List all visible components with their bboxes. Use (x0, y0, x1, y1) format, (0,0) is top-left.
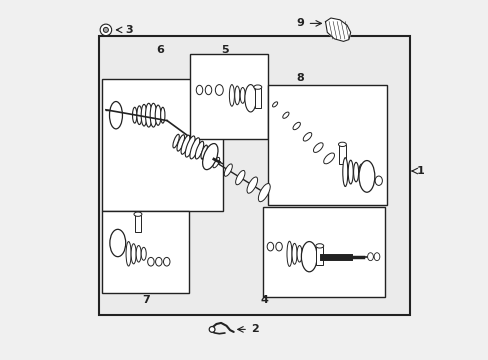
Ellipse shape (126, 242, 131, 266)
Ellipse shape (109, 102, 122, 129)
Ellipse shape (234, 86, 239, 105)
Ellipse shape (141, 247, 146, 260)
Ellipse shape (313, 143, 323, 152)
Ellipse shape (258, 184, 270, 202)
Ellipse shape (244, 85, 256, 112)
Text: 7: 7 (142, 294, 150, 305)
Ellipse shape (201, 151, 206, 159)
Bar (254, 88, 261, 108)
Ellipse shape (155, 257, 162, 266)
Ellipse shape (185, 136, 195, 157)
Ellipse shape (282, 112, 288, 118)
Ellipse shape (173, 134, 179, 148)
Ellipse shape (147, 257, 154, 266)
Ellipse shape (205, 85, 211, 95)
Bar (99, 36, 409, 315)
Ellipse shape (201, 145, 207, 159)
Text: 3: 3 (125, 25, 133, 35)
Ellipse shape (253, 85, 261, 89)
Text: 1: 1 (416, 166, 424, 176)
Ellipse shape (189, 138, 199, 159)
Ellipse shape (235, 170, 244, 185)
Ellipse shape (224, 164, 232, 176)
Ellipse shape (136, 246, 141, 262)
Text: 5: 5 (221, 45, 229, 55)
Ellipse shape (301, 242, 317, 272)
Ellipse shape (195, 141, 203, 159)
Ellipse shape (373, 253, 379, 261)
Ellipse shape (272, 102, 277, 107)
Ellipse shape (229, 85, 234, 106)
Ellipse shape (202, 144, 218, 170)
Ellipse shape (137, 106, 142, 125)
Ellipse shape (141, 104, 146, 126)
Ellipse shape (286, 241, 291, 266)
Ellipse shape (246, 177, 257, 193)
Ellipse shape (353, 162, 358, 182)
Ellipse shape (291, 243, 296, 264)
Ellipse shape (302, 247, 306, 260)
Polygon shape (325, 18, 350, 41)
Ellipse shape (338, 142, 346, 147)
Circle shape (100, 24, 111, 36)
Text: 4: 4 (260, 294, 268, 305)
Circle shape (209, 327, 215, 332)
Ellipse shape (323, 153, 334, 164)
Ellipse shape (110, 229, 125, 257)
Bar (102, 79, 223, 211)
Bar (134, 215, 141, 232)
Ellipse shape (163, 257, 170, 266)
Text: 6: 6 (156, 45, 163, 55)
Ellipse shape (240, 87, 244, 103)
Ellipse shape (181, 135, 189, 154)
Ellipse shape (196, 85, 203, 95)
Ellipse shape (358, 161, 374, 192)
Bar (316, 247, 322, 265)
Text: 2: 2 (250, 324, 258, 334)
Bar (267, 85, 386, 205)
Ellipse shape (315, 244, 323, 248)
Bar (102, 211, 188, 293)
Ellipse shape (374, 176, 382, 185)
Ellipse shape (145, 103, 152, 127)
Text: 9: 9 (295, 18, 303, 28)
Ellipse shape (266, 242, 273, 251)
Bar (339, 145, 345, 164)
Ellipse shape (131, 244, 136, 264)
Ellipse shape (292, 122, 300, 130)
Bar (190, 54, 267, 139)
Text: 8: 8 (296, 73, 304, 84)
Ellipse shape (296, 246, 302, 262)
Ellipse shape (342, 158, 347, 186)
Ellipse shape (132, 107, 137, 123)
Ellipse shape (150, 103, 156, 127)
Ellipse shape (177, 135, 184, 151)
Ellipse shape (155, 105, 161, 125)
Ellipse shape (367, 253, 373, 261)
Circle shape (103, 27, 108, 32)
Ellipse shape (160, 107, 164, 123)
Ellipse shape (212, 157, 219, 168)
Ellipse shape (303, 132, 311, 141)
Ellipse shape (134, 212, 142, 216)
Ellipse shape (275, 242, 282, 251)
Ellipse shape (245, 89, 250, 102)
Ellipse shape (215, 85, 223, 95)
Ellipse shape (347, 160, 352, 184)
Ellipse shape (358, 164, 363, 180)
Bar (262, 207, 384, 297)
Ellipse shape (190, 144, 194, 151)
